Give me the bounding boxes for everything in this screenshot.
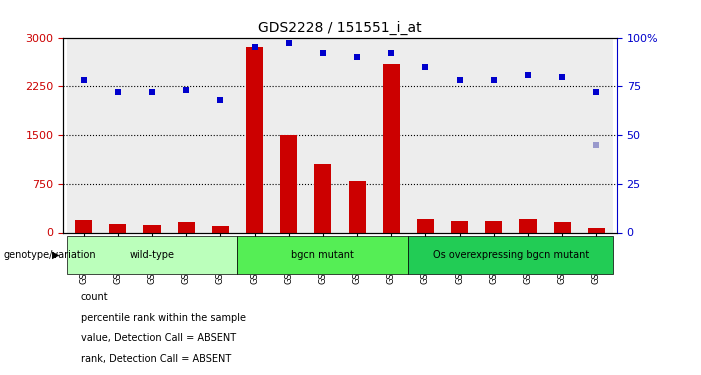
Bar	[348, 180, 366, 232]
Bar	[75, 219, 92, 232]
Point	[249, 44, 260, 50]
Bar	[144, 225, 161, 232]
Bar	[101, 38, 135, 232]
Bar	[203, 38, 238, 232]
Text: count: count	[81, 292, 108, 302]
Point	[557, 74, 568, 80]
Text: percentile rank within the sample: percentile rank within the sample	[81, 313, 245, 322]
Point	[283, 40, 294, 46]
Text: Os overexpressing bgcn mutant: Os overexpressing bgcn mutant	[433, 250, 589, 260]
Point	[591, 89, 602, 95]
Bar	[374, 38, 409, 232]
Bar	[554, 222, 571, 232]
Point	[522, 72, 533, 78]
Point	[488, 77, 499, 83]
Bar	[451, 222, 468, 232]
Bar	[588, 228, 605, 232]
Bar	[280, 135, 297, 232]
Point	[386, 50, 397, 56]
Point	[351, 54, 362, 60]
Point	[147, 89, 158, 95]
Bar	[485, 221, 503, 232]
Point	[420, 64, 431, 70]
Bar	[67, 237, 238, 274]
Text: bgcn mutant: bgcn mutant	[292, 250, 354, 260]
Text: wild-type: wild-type	[130, 250, 175, 260]
Point	[181, 87, 192, 93]
Bar	[177, 222, 195, 232]
Bar	[409, 237, 613, 274]
Bar	[238, 237, 409, 274]
Bar	[409, 38, 442, 232]
Point	[215, 97, 226, 103]
Point	[112, 89, 123, 95]
Bar	[246, 47, 263, 232]
Bar	[306, 38, 340, 232]
Bar	[477, 38, 511, 232]
Bar	[212, 226, 229, 232]
Bar	[340, 38, 374, 232]
Point	[318, 50, 329, 56]
Bar	[67, 38, 101, 232]
Text: value, Detection Call = ABSENT: value, Detection Call = ABSENT	[81, 333, 236, 343]
Title: GDS2228 / 151551_i_at: GDS2228 / 151551_i_at	[258, 21, 422, 35]
Bar	[109, 224, 126, 232]
Text: rank, Detection Call = ABSENT: rank, Detection Call = ABSENT	[81, 354, 231, 364]
Bar	[271, 38, 306, 232]
Bar	[169, 38, 203, 232]
Bar	[511, 38, 545, 232]
Bar	[545, 38, 579, 232]
Point	[78, 77, 89, 83]
Bar	[238, 38, 271, 232]
Bar	[442, 38, 477, 232]
Bar	[314, 164, 332, 232]
Text: genotype/variation: genotype/variation	[4, 250, 96, 260]
Bar	[519, 219, 536, 232]
Bar	[579, 38, 613, 232]
Point	[591, 142, 602, 148]
Text: ▶: ▶	[52, 250, 60, 260]
Bar	[383, 63, 400, 232]
Bar	[417, 219, 434, 232]
Bar	[135, 38, 169, 232]
Point	[454, 77, 465, 83]
